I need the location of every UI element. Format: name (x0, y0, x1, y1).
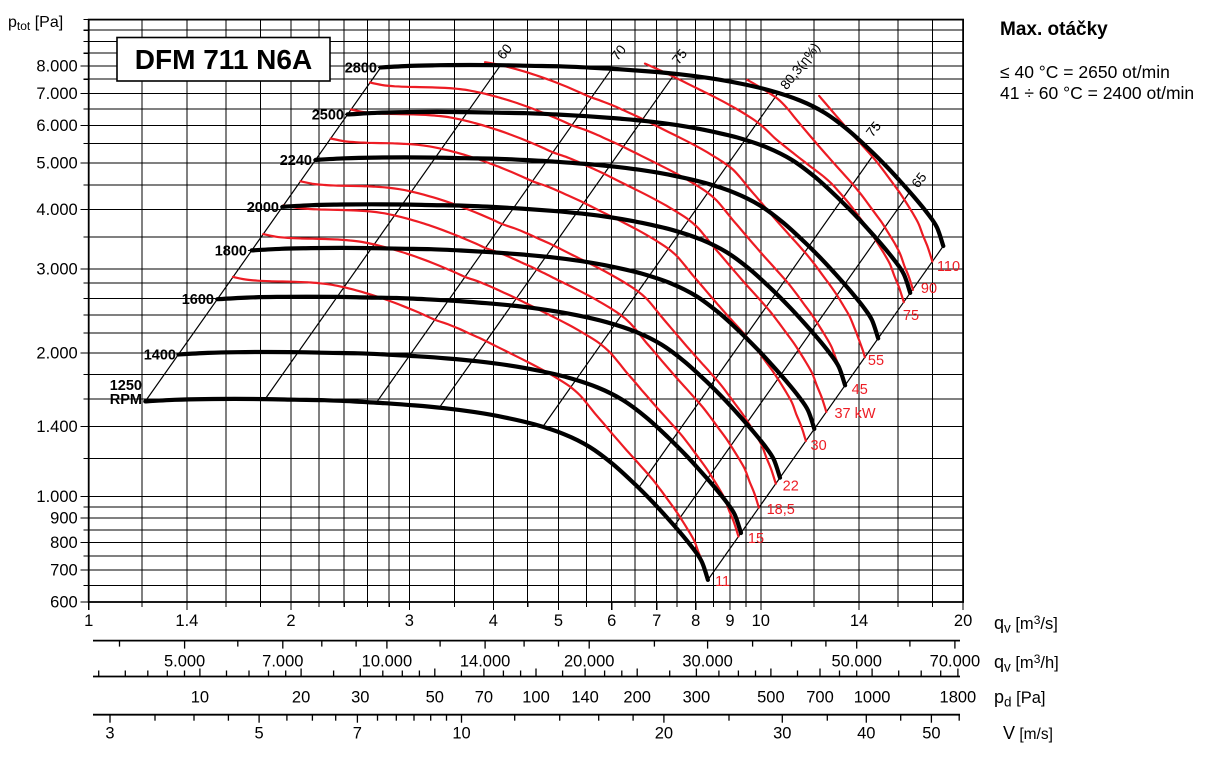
svg-text:3.000: 3.000 (36, 260, 77, 278)
svg-text:20: 20 (954, 612, 972, 630)
svg-text:4.000: 4.000 (36, 201, 77, 219)
svg-text:ptot [Pa]: ptot [Pa] (8, 14, 63, 33)
svg-text:2800: 2800 (345, 61, 377, 77)
svg-text:7.000: 7.000 (36, 85, 77, 103)
svg-text:18,5: 18,5 (767, 502, 795, 518)
svg-text:30.000: 30.000 (682, 653, 732, 671)
svg-text:3: 3 (105, 725, 114, 743)
svg-text:500: 500 (757, 689, 785, 707)
svg-text:10: 10 (752, 612, 770, 630)
svg-text:5: 5 (255, 725, 264, 743)
svg-text:41 ÷ 60 °C = 2400 ot/min: 41 ÷ 60 °C = 2400 ot/min (1000, 83, 1194, 103)
svg-text:20.000: 20.000 (564, 653, 614, 671)
svg-text:1: 1 (84, 612, 93, 630)
svg-text:100: 100 (522, 689, 550, 707)
svg-text:1.000: 1.000 (36, 488, 77, 506)
svg-text:RPM: RPM (110, 392, 142, 408)
svg-text:5.000: 5.000 (164, 653, 205, 671)
svg-text:40: 40 (857, 725, 875, 743)
svg-text:2240: 2240 (280, 153, 312, 169)
svg-text:7: 7 (353, 725, 362, 743)
svg-text:2: 2 (286, 612, 295, 630)
svg-text:qv [m3/s]: qv [m3/s] (994, 613, 1058, 636)
svg-text:900: 900 (50, 510, 78, 528)
svg-text:8.000: 8.000 (36, 57, 77, 75)
svg-text:14: 14 (850, 612, 868, 630)
svg-text:700: 700 (50, 562, 78, 580)
svg-text:6: 6 (607, 612, 616, 630)
svg-text:7: 7 (652, 612, 661, 630)
svg-text:DFM 711 N6A: DFM 711 N6A (135, 44, 312, 75)
svg-text:50: 50 (426, 689, 444, 707)
svg-text:1600: 1600 (182, 292, 214, 308)
svg-text:14.000: 14.000 (460, 653, 510, 671)
svg-text:22: 22 (783, 479, 799, 495)
svg-text:1.400: 1.400 (36, 418, 77, 436)
svg-text:Max. otáčky: Max. otáčky (1000, 19, 1108, 40)
svg-text:300: 300 (683, 689, 711, 707)
svg-text:45: 45 (852, 382, 868, 398)
svg-text:4: 4 (489, 612, 498, 630)
svg-text:75: 75 (903, 308, 919, 324)
svg-text:10.000: 10.000 (362, 653, 412, 671)
svg-text:30: 30 (811, 438, 827, 454)
svg-text:V [m/s]: V [m/s] (1003, 723, 1053, 743)
svg-text:70: 70 (475, 689, 493, 707)
svg-text:1800: 1800 (215, 244, 247, 260)
svg-text:2500: 2500 (312, 107, 344, 123)
svg-text:37 kW: 37 kW (834, 406, 875, 422)
svg-text:1000: 1000 (854, 689, 891, 707)
svg-text:30: 30 (773, 725, 791, 743)
svg-text:30: 30 (351, 689, 369, 707)
svg-text:7.000: 7.000 (262, 653, 303, 671)
svg-text:90: 90 (921, 281, 937, 297)
svg-text:200: 200 (623, 689, 651, 707)
svg-text:1800: 1800 (940, 689, 977, 707)
svg-text:≤ 40 °C = 2650 ot/min: ≤ 40 °C = 2650 ot/min (1000, 62, 1170, 82)
svg-text:20: 20 (292, 689, 310, 707)
svg-text:6.000: 6.000 (36, 117, 77, 135)
svg-text:800: 800 (50, 534, 78, 552)
svg-text:9: 9 (725, 612, 734, 630)
svg-text:700: 700 (806, 689, 834, 707)
svg-text:600: 600 (50, 594, 78, 612)
svg-text:11: 11 (715, 574, 730, 590)
svg-text:140: 140 (571, 689, 599, 707)
svg-text:55: 55 (868, 353, 884, 369)
svg-text:50: 50 (922, 725, 940, 743)
svg-text:50.000: 50.000 (831, 653, 881, 671)
svg-text:1.4: 1.4 (175, 612, 198, 630)
svg-text:qv [m3/h]: qv [m3/h] (994, 652, 1059, 675)
svg-text:1400: 1400 (144, 348, 176, 364)
svg-text:2000: 2000 (247, 200, 279, 216)
svg-text:10: 10 (191, 689, 209, 707)
svg-text:2.000: 2.000 (36, 344, 77, 362)
svg-text:70.000: 70.000 (930, 653, 980, 671)
svg-text:15: 15 (748, 531, 764, 547)
svg-text:5.000: 5.000 (36, 155, 77, 173)
svg-text:3: 3 (405, 612, 414, 630)
svg-text:20: 20 (655, 725, 673, 743)
svg-text:110: 110 (937, 259, 960, 275)
svg-text:8: 8 (691, 612, 700, 630)
svg-text:5: 5 (554, 612, 563, 630)
svg-text:pd [Pa]: pd [Pa] (994, 687, 1045, 710)
svg-text:10: 10 (452, 725, 470, 743)
